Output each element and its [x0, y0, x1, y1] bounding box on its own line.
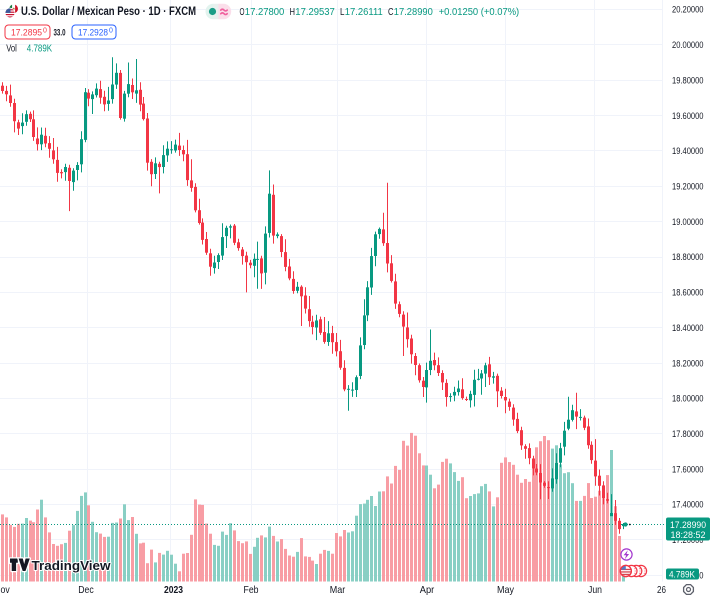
svg-text:17.27800: 17.27800 [245, 7, 285, 18]
svg-text:33.0: 33.0 [54, 28, 66, 39]
svg-text:May: May [497, 584, 515, 596]
svg-text:Nov: Nov [0, 584, 10, 596]
svg-text:17.2928: 17.2928 [78, 28, 108, 39]
svg-text:U.S. Dollar / Mexican Peso · 1: U.S. Dollar / Mexican Peso · 1D · FXCM [21, 6, 196, 18]
svg-text:O: O [240, 7, 245, 18]
svg-text:17.60000: 17.60000 [672, 464, 704, 474]
svg-text:17.2895: 17.2895 [11, 28, 42, 39]
svg-text:Vol: Vol [6, 44, 17, 55]
svg-text:H: H [290, 7, 296, 18]
svg-text:Jun: Jun [588, 584, 602, 596]
svg-text:18.00000: 18.00000 [672, 394, 704, 404]
svg-text:17.28990: 17.28990 [394, 7, 433, 18]
svg-text:17.26111: 17.26111 [345, 7, 383, 18]
svg-text:18.40000: 18.40000 [672, 323, 704, 333]
svg-text:TradingView: TradingView [32, 558, 112, 573]
svg-text:17.40000: 17.40000 [672, 500, 704, 510]
svg-text:19.80000: 19.80000 [672, 75, 704, 85]
svg-text:Mar: Mar [330, 584, 346, 596]
svg-text:Apr: Apr [420, 584, 435, 596]
svg-text:26: 26 [657, 584, 666, 596]
svg-text:20.00000: 20.00000 [672, 40, 704, 50]
svg-text:18:28:52: 18:28:52 [671, 530, 706, 541]
svg-text:18.60000: 18.60000 [672, 288, 704, 298]
svg-text:+0.01250 (+0.07%): +0.01250 (+0.07%) [439, 7, 520, 18]
svg-text:0: 0 [43, 28, 47, 35]
svg-text:0: 0 [109, 28, 113, 35]
svg-text:19.60000: 19.60000 [672, 111, 704, 121]
svg-text:Dec: Dec [78, 584, 94, 596]
svg-text:19.00000: 19.00000 [672, 217, 704, 227]
svg-text:Feb: Feb [244, 584, 259, 596]
svg-text:20.20000: 20.20000 [672, 5, 704, 15]
svg-text:18.20000: 18.20000 [672, 358, 704, 368]
svg-text:19.20000: 19.20000 [672, 182, 704, 192]
svg-text:18.80000: 18.80000 [672, 252, 704, 262]
svg-text:19.40000: 19.40000 [672, 146, 704, 156]
svg-text:4.789K: 4.789K [27, 44, 53, 55]
svg-text:17.80000: 17.80000 [672, 429, 704, 439]
svg-text:C: C [388, 7, 394, 18]
svg-text:2023: 2023 [164, 584, 183, 596]
svg-text:4.789K: 4.789K [669, 570, 696, 581]
svg-text:17.28990: 17.28990 [670, 520, 706, 531]
svg-text:17.29537: 17.29537 [295, 7, 335, 18]
svg-text:L: L [340, 7, 345, 18]
